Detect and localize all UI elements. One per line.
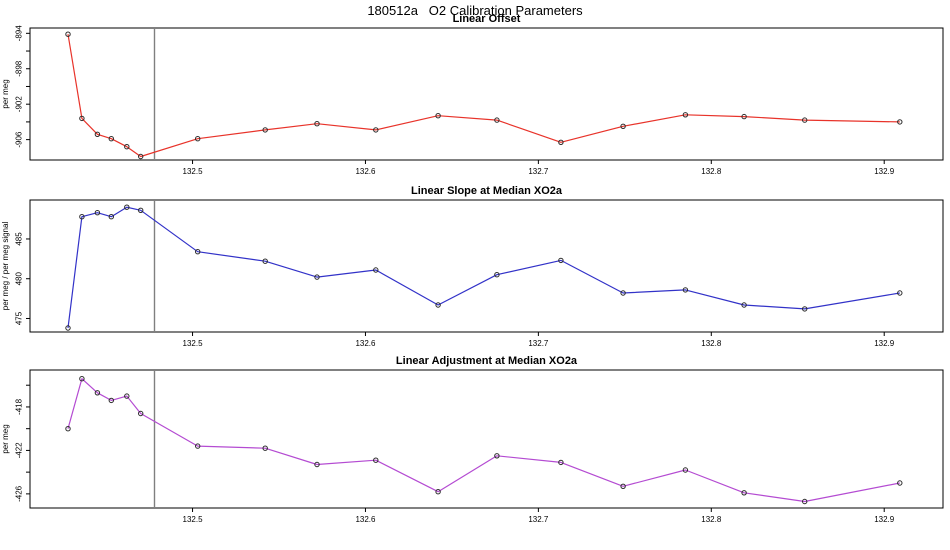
data-point (79, 115, 85, 122)
data-point (262, 127, 268, 133)
y-axis-title: per meg / per meg signal (1, 222, 10, 311)
data-point (108, 214, 115, 220)
data-point (897, 480, 903, 486)
data-point (802, 306, 808, 312)
data-point (620, 483, 626, 489)
data-point (138, 207, 144, 214)
data-point (314, 461, 320, 468)
data-line (67, 34, 900, 158)
y-tick-label: -422 (15, 442, 24, 459)
data-point (558, 257, 564, 264)
data-point (65, 31, 71, 37)
data-point (435, 302, 441, 308)
y-tick-label: -418 (15, 398, 24, 415)
x-tick-label: 132.5 (183, 339, 204, 348)
data-point (262, 258, 268, 264)
data-point (435, 489, 441, 495)
data-point (195, 249, 201, 255)
data-point (682, 287, 689, 293)
data-point (108, 136, 115, 142)
data-point (741, 113, 747, 120)
data-point (494, 117, 500, 123)
x-tick-label: 132.7 (528, 515, 549, 524)
data-line (67, 378, 900, 503)
x-tick-label: 132.9 (874, 339, 895, 348)
data-point (373, 267, 379, 273)
x-tick-label: 132.6 (355, 339, 376, 348)
data-point (897, 290, 903, 296)
x-tick-label: 132.7 (528, 339, 549, 348)
data-point (124, 204, 130, 210)
x-tick-label: 132.5 (183, 167, 204, 176)
data-point (195, 443, 201, 449)
y-tick-label: 485 (15, 232, 24, 246)
y-axis-title: per meg (1, 424, 10, 453)
data-point (314, 274, 320, 280)
data-point (802, 117, 808, 123)
data-line (67, 206, 900, 329)
data-point (558, 459, 564, 466)
data-point (802, 498, 808, 505)
data-point (897, 119, 903, 125)
x-tick-label: 132.8 (701, 167, 722, 176)
y-tick-label: -902 (15, 96, 24, 113)
x-tick-label: 132.6 (355, 167, 376, 176)
y-tick-label: -898 (15, 60, 24, 77)
data-point (435, 113, 441, 119)
data-point (94, 131, 101, 138)
panel-box (29, 199, 944, 333)
y-tick-label: -906 (15, 131, 24, 148)
data-point (741, 490, 747, 496)
x-tick-label: 132.7 (528, 167, 549, 176)
x-tick-label: 132.9 (874, 515, 895, 524)
data-point (373, 127, 379, 133)
data-point (65, 325, 71, 331)
data-point (94, 210, 101, 216)
data-point (494, 453, 500, 459)
data-point (314, 121, 320, 127)
data-point (124, 393, 130, 399)
data-point (558, 139, 564, 146)
data-point (65, 426, 71, 432)
x-tick-label: 132.5 (183, 515, 204, 524)
x-tick-label: 132.8 (701, 515, 722, 524)
panel-title: Linear Adjustment at Median XO2a (396, 355, 578, 367)
y-tick-label: 475 (15, 311, 24, 325)
y-tick-label: 480 (15, 272, 24, 286)
panel-box (29, 27, 944, 161)
data-point (620, 123, 626, 130)
data-point (682, 467, 689, 473)
data-point (195, 136, 201, 142)
data-point (373, 457, 379, 463)
data-point (124, 144, 130, 150)
panel-box (29, 369, 944, 509)
x-tick-label: 132.6 (355, 515, 376, 524)
data-point (94, 390, 101, 396)
data-point (741, 302, 747, 308)
main-title: 180512a O2 Calibration Parameters (367, 3, 583, 18)
data-point (108, 397, 115, 404)
x-tick-label: 132.8 (701, 339, 722, 348)
panel-title: Linear Offset (453, 13, 521, 25)
y-axis-title: per meg (1, 79, 10, 108)
data-point (494, 272, 500, 278)
data-point (138, 153, 144, 160)
x-tick-label: 132.9 (874, 167, 895, 176)
data-point (79, 376, 85, 382)
data-point (682, 112, 689, 118)
data-point (262, 445, 268, 451)
data-point (138, 410, 144, 417)
y-tick-label: -426 (15, 485, 24, 502)
panel-title: Linear Slope at Median XO2a (411, 185, 563, 197)
data-point (79, 214, 85, 220)
data-point (620, 290, 626, 296)
y-tick-label: -894 (15, 25, 24, 42)
